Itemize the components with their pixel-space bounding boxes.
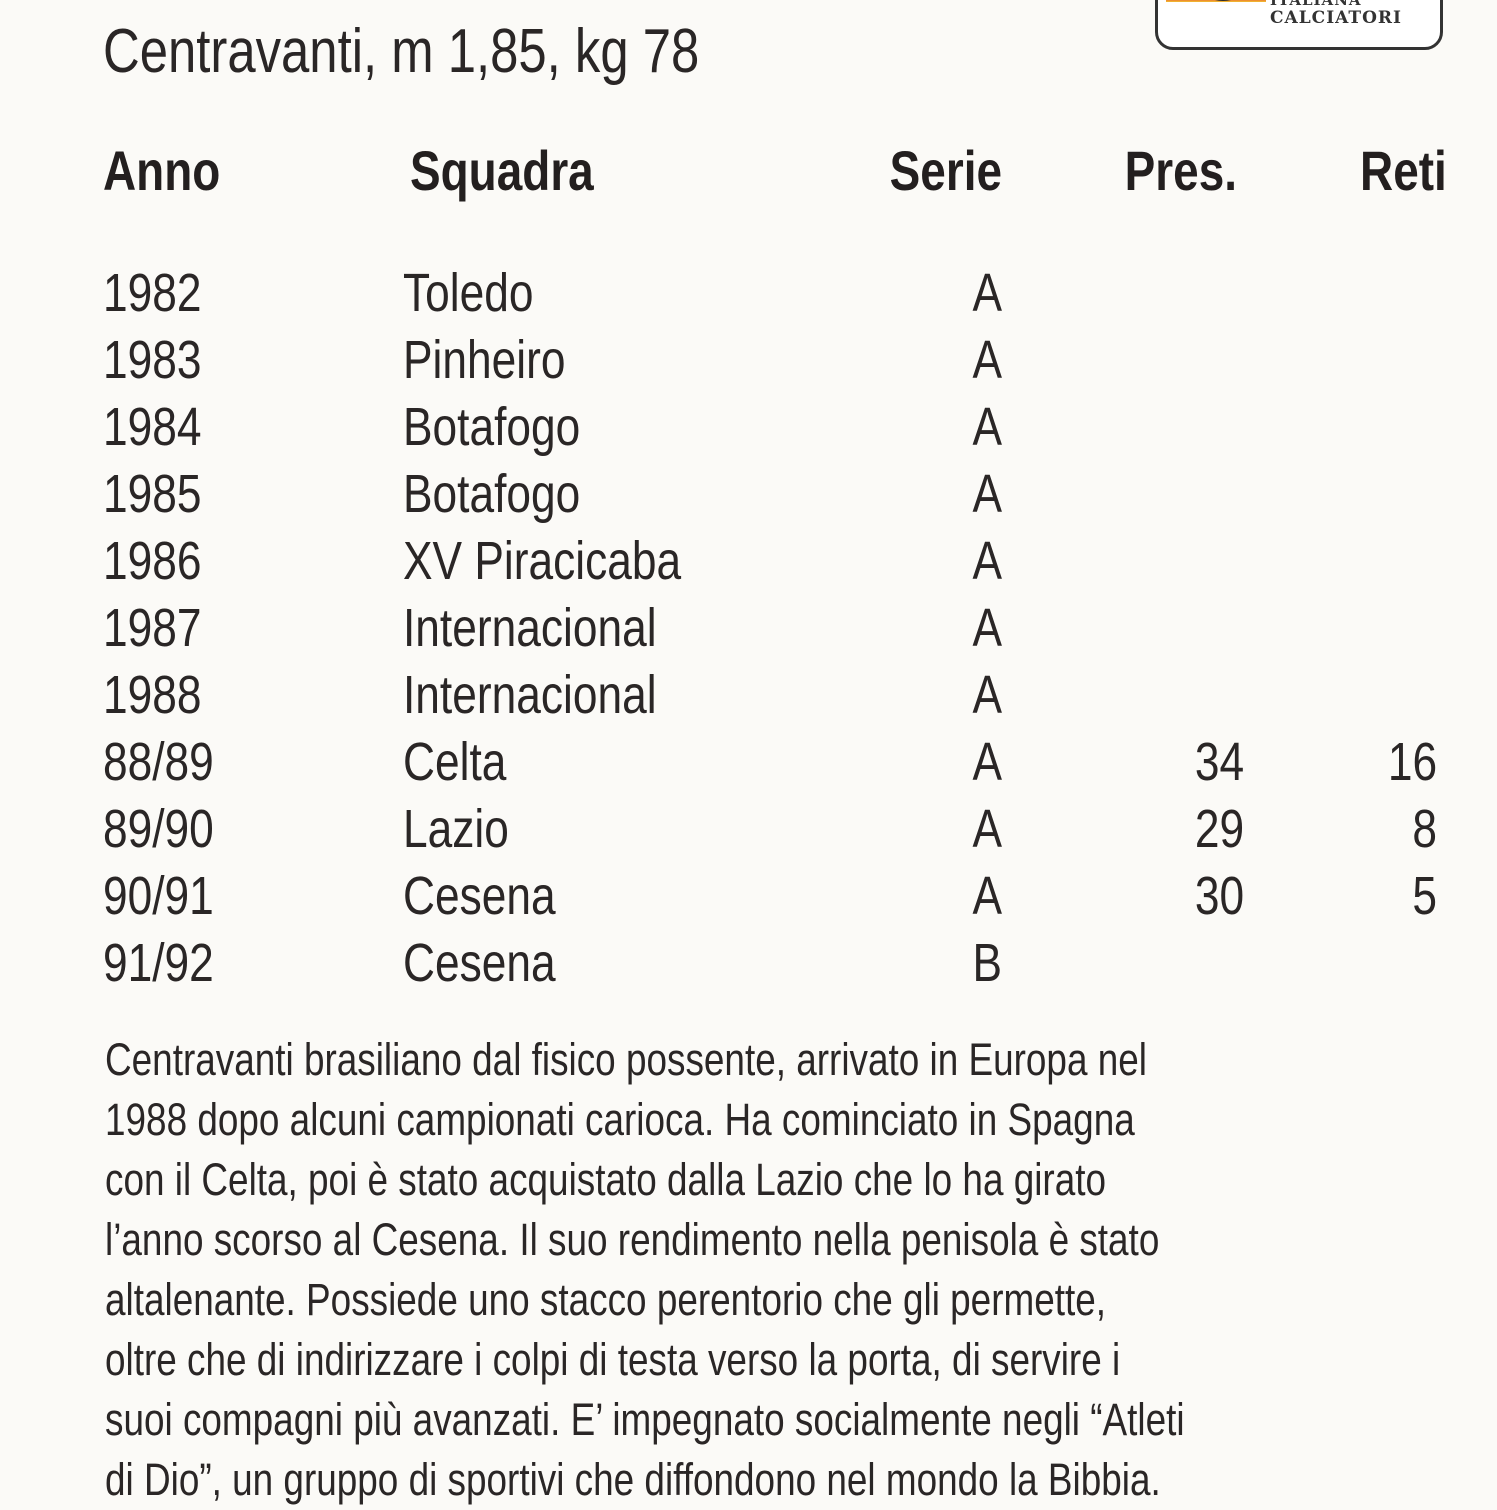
cell-reti: 16 <box>1387 732 1437 792</box>
table-row: 1984 Botafogo A <box>0 396 1497 463</box>
cell-serie: A <box>972 799 1002 859</box>
logo-text-line1: ITALIANA <box>1270 0 1362 9</box>
cell-serie: A <box>972 397 1002 457</box>
cell-serie: A <box>972 531 1002 591</box>
logo-text-line2: CALCIATORI <box>1270 8 1402 28</box>
player-role-physique: Centravanti, m 1,85, kg 78 <box>103 17 700 86</box>
cell-anno: 1984 <box>103 397 202 457</box>
description-line: Centravanti brasiliano dal fisico possen… <box>105 1034 1147 1085</box>
cell-anno: 91/92 <box>103 933 214 993</box>
header-serie: Serie <box>889 139 1002 202</box>
player-description: Centravanti brasiliano dal fisico possen… <box>105 1030 1422 1510</box>
cell-anno: 89/90 <box>103 799 214 859</box>
cell-anno: 88/89 <box>103 732 214 792</box>
description-line: oltre che di indirizzare i colpi di test… <box>105 1334 1121 1385</box>
cell-pres: 34 <box>1194 732 1244 792</box>
cell-squadra: Internacional <box>403 665 657 725</box>
cell-serie: A <box>972 464 1002 524</box>
cell-anno: 90/91 <box>103 866 214 926</box>
header-anno: Anno <box>103 139 221 202</box>
cell-anno: 1986 <box>103 531 202 591</box>
cell-squadra: Pinheiro <box>403 330 566 390</box>
table-row: 1988 Internacional A <box>0 664 1497 731</box>
description-line: l’anno scorso al Cesena. Il suo rendimen… <box>105 1214 1160 1265</box>
cell-anno: 1987 <box>103 598 202 658</box>
cell-squadra: Lazio <box>403 799 509 859</box>
cell-anno: 1988 <box>103 665 202 725</box>
table-row: 1983 Pinheiro A <box>0 329 1497 396</box>
description-line: di Dio”, un gruppo di sportivi che diffo… <box>105 1454 1161 1505</box>
description-line: suoi compagni più avanzati. E’ impegnato… <box>105 1394 1185 1445</box>
football-icon <box>1198 0 1248 1</box>
logo-stripe <box>1166 0 1266 2</box>
table-row: 1986 XV Piracicaba A <box>0 530 1497 597</box>
cell-serie: A <box>972 866 1002 926</box>
cell-serie: A <box>972 330 1002 390</box>
description-line: 1988 dopo alcuni campionati carioca. Ha … <box>105 1094 1135 1145</box>
header-reti: Reti <box>1360 139 1447 202</box>
cell-squadra: Celta <box>403 732 507 792</box>
table-row: 90/91 Cesena A 30 5 <box>0 865 1497 932</box>
cell-squadra: Cesena <box>403 933 556 993</box>
cell-reti: 5 <box>1412 866 1437 926</box>
cell-anno: 1983 <box>103 330 202 390</box>
cell-pres: 30 <box>1194 866 1244 926</box>
cell-squadra: Botafogo <box>403 464 581 524</box>
table-row: 1985 Botafogo A <box>0 463 1497 530</box>
cell-squadra: XV Piracicaba <box>403 531 682 591</box>
cell-serie: B <box>972 933 1002 993</box>
header-pres: Pres. <box>1124 139 1237 202</box>
cell-squadra: Botafogo <box>403 397 581 457</box>
cell-anno: 1985 <box>103 464 202 524</box>
association-logo: ITALIANA CALCIATORI <box>1155 0 1443 50</box>
cell-pres: 29 <box>1194 799 1244 859</box>
cell-serie: A <box>972 665 1002 725</box>
cell-serie: A <box>972 598 1002 658</box>
table-row: 1982 Toledo A <box>0 262 1497 329</box>
table-row: 91/92 Cesena B <box>0 932 1497 999</box>
cell-squadra: Cesena <box>403 866 556 926</box>
table-row: 89/90 Lazio A 29 8 <box>0 798 1497 865</box>
description-line: altalenante. Possiede uno stacco perento… <box>105 1274 1107 1325</box>
header-squadra: Squadra <box>410 139 594 202</box>
cell-anno: 1982 <box>103 263 202 323</box>
cell-serie: A <box>972 732 1002 792</box>
cell-serie: A <box>972 263 1002 323</box>
table-row: 1987 Internacional A <box>0 597 1497 664</box>
cell-squadra: Toledo <box>403 263 534 323</box>
cell-squadra: Internacional <box>403 598 657 658</box>
description-line: con il Celta, poi è stato acquistato dal… <box>105 1154 1107 1205</box>
table-row: 88/89 Celta A 34 16 <box>0 731 1497 798</box>
cell-reti: 8 <box>1412 799 1437 859</box>
